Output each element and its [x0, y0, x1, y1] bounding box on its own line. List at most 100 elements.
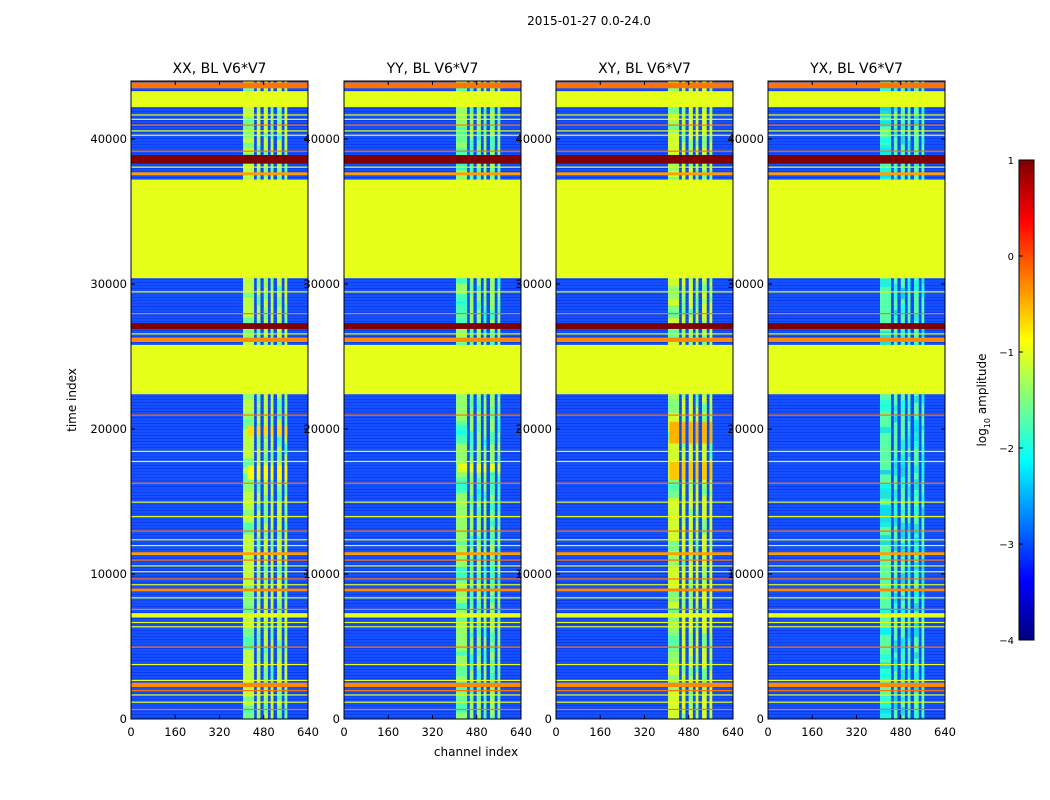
rfi-speckle	[880, 338, 892, 350]
heatmap-panel: XY, BL V6*V7 0 160 320 480 640 0 10000 20000 3000…	[515, 61, 744, 739]
rfi-speckle	[914, 395, 919, 403]
noise-stripe	[131, 669, 308, 670]
noise-stripe	[556, 132, 733, 133]
colorbar-tick-label: −1	[999, 348, 1014, 359]
rfi-speckle	[695, 281, 699, 292]
rfi-speckle	[270, 118, 274, 129]
thin-flag-row	[556, 559, 733, 561]
rfi-speckle	[469, 171, 474, 182]
flagged-row	[556, 91, 733, 108]
rfi-speckle	[284, 486, 288, 497]
thin-flag-row	[556, 150, 733, 152]
rfi-speckle	[668, 109, 680, 116]
noise-stripe	[768, 453, 945, 454]
rfi-speckle	[270, 103, 274, 113]
noise-stripe	[556, 90, 733, 91]
rfi-hotspot	[709, 421, 713, 444]
thin-flag-row	[556, 571, 733, 573]
noise-stripe	[344, 336, 521, 337]
rfi-speckle	[907, 625, 911, 638]
rfi-speckle	[668, 653, 680, 668]
rfi-speckle	[476, 553, 481, 560]
rfi-speckle	[914, 711, 919, 719]
thin-flag-row	[344, 571, 521, 573]
noise-stripe	[556, 630, 733, 631]
flagged-row	[768, 323, 945, 329]
noise-stripe	[556, 312, 733, 313]
noise-stripe	[768, 144, 945, 145]
noise-stripe	[556, 570, 733, 571]
rfi-speckle	[483, 390, 487, 399]
rfi-speckle	[456, 294, 468, 308]
y-tick-label: 20000	[515, 422, 552, 436]
noise-stripe	[344, 618, 521, 619]
flagged-row	[768, 552, 945, 556]
rfi-speckle	[880, 331, 892, 341]
noise-stripe	[556, 123, 733, 124]
rfi-speckle	[490, 595, 495, 603]
rfi-speckle	[277, 398, 282, 410]
rfi-speckle	[284, 401, 288, 414]
rfi-speckle	[709, 715, 713, 719]
thin-flag-row	[344, 621, 521, 624]
rfi-speckle	[284, 577, 288, 584]
rfi-speckle	[688, 667, 693, 677]
rfi-hotspot	[669, 460, 680, 480]
noise-stripe	[344, 639, 521, 640]
noise-stripe	[556, 321, 733, 322]
noise-stripe	[556, 396, 733, 397]
noise-stripe	[556, 294, 733, 295]
thin-flag-row	[131, 291, 308, 293]
noise-stripe	[344, 426, 521, 427]
rfi-speckle	[880, 607, 892, 614]
rfi-speckle	[270, 666, 274, 679]
noise-stripe	[131, 711, 308, 712]
thin-flag-row	[131, 565, 308, 567]
rfi-speckle	[263, 704, 268, 714]
noise-stripe	[556, 699, 733, 700]
rfi-speckle	[277, 486, 282, 494]
rfi-speckle	[476, 649, 481, 656]
colorbar-tick-label: −3	[999, 540, 1014, 551]
rfi-speckle	[469, 431, 474, 445]
rfi-band	[880, 81, 892, 719]
thin-flag-row	[556, 565, 733, 567]
rfi-speckle	[476, 173, 481, 183]
noise-stripe	[556, 642, 733, 643]
rfi-speckle	[476, 696, 481, 703]
rfi-speckle	[277, 286, 282, 293]
rfi-speckle	[476, 570, 481, 583]
rfi-speckle	[243, 292, 255, 298]
rfi-speckle	[709, 538, 713, 548]
rfi-speckle	[263, 532, 268, 537]
rfi-hotspot	[688, 421, 693, 444]
rfi-speckle	[681, 496, 686, 501]
rfi-speckle	[907, 274, 911, 285]
figure-title: 2015-01-27 0.0-24.0	[527, 14, 651, 28]
rfi-speckle	[497, 111, 501, 124]
noise-stripe	[344, 429, 521, 430]
noise-stripe	[131, 582, 308, 583]
rfi-speckle	[907, 549, 911, 554]
rfi-speckle	[709, 642, 713, 649]
noise-stripe	[768, 444, 945, 445]
x-tick-label: 320	[846, 725, 868, 739]
noise-stripe	[556, 651, 733, 652]
noise-stripe	[556, 486, 733, 487]
rfi-speckle	[243, 317, 255, 328]
rfi-speckle	[256, 613, 261, 622]
noise-stripe	[768, 474, 945, 475]
noise-stripe	[344, 573, 521, 574]
x-tick-label: 640	[297, 725, 319, 739]
rfi-hotspot	[709, 460, 713, 480]
thin-flag-row	[556, 385, 733, 387]
rfi-speckle	[490, 532, 495, 540]
x-tick-label: 480	[466, 725, 488, 739]
thin-flag-row	[556, 516, 733, 518]
flagged-row	[768, 82, 945, 89]
rfi-speckle	[497, 297, 501, 308]
noise-stripe	[556, 561, 733, 562]
noise-stripe	[556, 447, 733, 448]
noise-stripe	[768, 168, 945, 169]
rfi-speckle	[469, 681, 474, 695]
